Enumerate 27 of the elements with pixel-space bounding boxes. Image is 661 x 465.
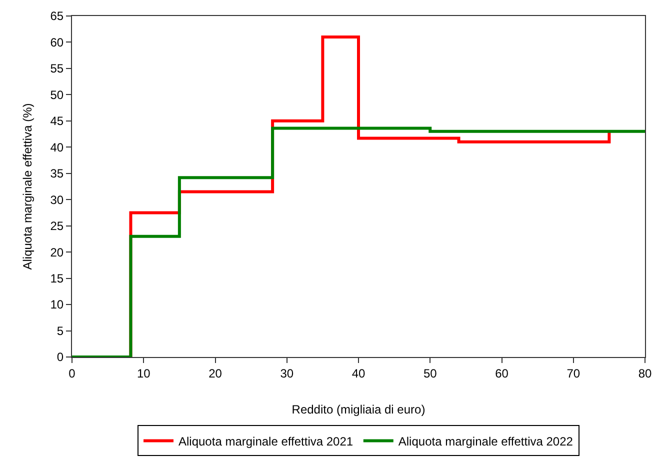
y-tick-label: 45 [50,114,64,128]
x-tick-label: 50 [423,366,438,380]
y-tick-label: 35 [50,166,64,181]
y-tick-label: 25 [50,219,64,234]
x-tick-label: 60 [495,366,509,380]
legend-label: Aliquota marginale effettiva 2021 [178,434,354,448]
x-tick-label: 70 [566,366,580,380]
y-tick-label: 30 [50,192,64,207]
y-tick-label: 5 [56,324,64,338]
x-tick-label: 40 [352,366,366,380]
x-tick-label: 20 [208,366,222,380]
x-tick-label: 80 [638,366,652,380]
x-tick-label: 10 [136,366,151,380]
legend-label: Aliquota marginale effettiva 2022 [398,434,574,448]
x-axis-title: Reddito (migliaia di euro) [292,402,426,416]
x-tick-label: 30 [280,366,294,380]
y-tick-label: 55 [50,62,64,76]
y-tick-label: 40 [50,140,64,154]
y-tick-label: 15 [50,272,64,286]
y-tick-label: 10 [50,298,64,312]
y-tick-label: 60 [50,35,64,50]
y-tick-label: 20 [50,245,64,260]
y-tick-label: 50 [50,88,64,102]
x-tick-label: 0 [68,366,76,380]
y-axis-title: Aliquota marginale effettiva (%) [20,103,35,270]
y-tick-label: 0 [56,350,64,364]
y-tick-label: 65 [50,9,64,24]
